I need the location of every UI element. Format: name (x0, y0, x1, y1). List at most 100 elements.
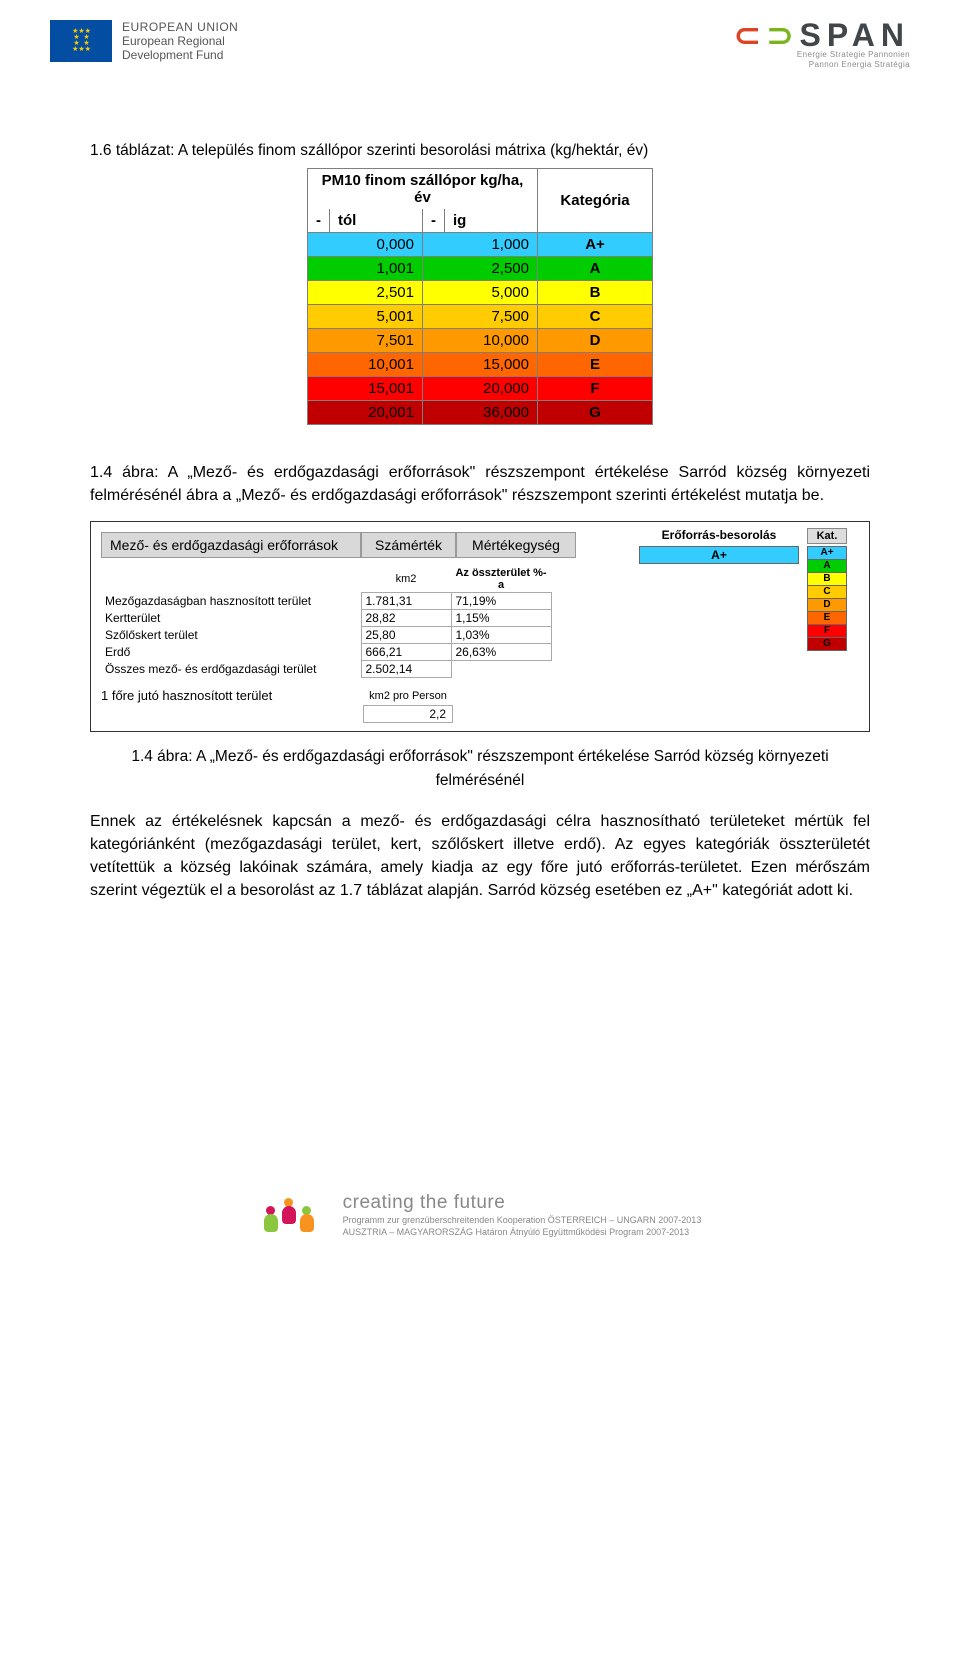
fig-cell-pct: 71,19% (451, 593, 551, 610)
table-row: 15,00120,000F (308, 377, 653, 401)
footer-line1: creating the future (343, 1192, 702, 1214)
cell-cat: A+ (538, 233, 653, 257)
category-table: PM10 finom szállópor kg/ha, év Kategória… (307, 168, 653, 425)
fig-row: Összes mező- és erdőgazdasági terület2.5… (101, 661, 551, 678)
cell-to: 36,000 (423, 401, 538, 425)
fig-row: Mezőgazdaságban hasznosított terület1.78… (101, 593, 551, 610)
footer-line3: AUSZTRIA – MAGYARORSZÁG Határon Átnyúló … (343, 1226, 702, 1238)
cell-from: 15,001 (308, 377, 423, 401)
cell-from: 20,001 (308, 401, 423, 425)
fig-cell-label: Szőlőskert terület (101, 627, 361, 644)
figure-caption-b: felmérésénél (90, 770, 870, 792)
eu-text: EUROPEAN UNION European Regional Develop… (122, 20, 238, 62)
table-row: 7,50110,000D (308, 329, 653, 353)
fig-cell-label: Összes mező- és erdőgazdasági terület (101, 661, 361, 678)
cell-from: 2,501 (308, 281, 423, 305)
t1-sub-from: tól (330, 209, 423, 233)
rating-panel: Erőforrás-besorolás Kat. A+ A+ABCDEFG (639, 528, 859, 650)
table-row: 20,00136,000G (308, 401, 653, 425)
kat-cell: E (807, 611, 847, 625)
fig-foot-value: 2,2 (363, 705, 453, 723)
fig-unit-km2: km2 (361, 566, 451, 593)
kat-cell: D (807, 598, 847, 612)
span-sub2: Pannon Energia Stratégia (734, 60, 910, 70)
kat-cell: C (807, 585, 847, 599)
fig-title-main: Mező- és erdőgazdasági erőforrások (101, 532, 361, 558)
content: 1.6 táblázat: A település finom szállópo… (50, 100, 910, 932)
table-row: 0,0001,000A+ (308, 233, 653, 257)
kat-cell: F (807, 624, 847, 638)
cell-to: 5,000 (423, 281, 538, 305)
cell-cat: E (538, 353, 653, 377)
kat-header: Kat. (807, 528, 847, 544)
fig-cell-num: 2.502,14 (361, 661, 451, 678)
footer-text: creating the future Programm zur grenzüb… (343, 1192, 702, 1238)
rating-value-box: A+ (639, 546, 799, 564)
cell-from: 5,001 (308, 305, 423, 329)
fig-row: Kertterület28,821,15% (101, 610, 551, 627)
t1-sub-to: ig (445, 209, 538, 233)
footer-line2: Programm zur grenzüberschreitenden Koope… (343, 1214, 702, 1226)
eu-flag-icon: ★ ★ ★★ ★★ ★★ ★ ★ (50, 20, 112, 62)
fig-foot-unit: km2 pro Person (363, 689, 453, 703)
t1-head-main: PM10 finom szállópor kg/ha, év (308, 169, 538, 210)
fig-cell-pct: 1,15% (451, 610, 551, 627)
t1-sub-dash2: - (423, 209, 445, 233)
paragraph-2: Ennek az értékelésnek kapcsán a mező- és… (90, 810, 870, 902)
page-header: ★ ★ ★★ ★★ ★★ ★ ★ EUROPEAN UNION European… (50, 20, 910, 100)
paragraph-1: 1.4 ábra: A „Mező- és erdőgazdasági erőf… (90, 461, 870, 507)
cell-cat: C (538, 305, 653, 329)
cell-to: 2,500 (423, 257, 538, 281)
cell-to: 10,000 (423, 329, 538, 353)
cell-cat: G (538, 401, 653, 425)
footer-logo-icon (259, 1192, 329, 1242)
eu-line1: EUROPEAN UNION (122, 20, 238, 34)
page: ★ ★ ★★ ★★ ★★ ★ ★ EUROPEAN UNION European… (0, 0, 960, 1272)
fig-cell-num: 666,21 (361, 644, 451, 661)
fig-title-unit: Mértékegység (456, 532, 576, 558)
rating-label: Erőforrás-besorolás (639, 528, 799, 542)
fig-pct-label: Az összterület %-a (451, 566, 551, 593)
table-row: 2,5015,000B (308, 281, 653, 305)
fig-cell-label: Mezőgazdaságban hasznosított terület (101, 593, 361, 610)
cell-cat: F (538, 377, 653, 401)
page-footer: creating the future Programm zur grenzüb… (50, 1192, 910, 1242)
cell-from: 10,001 (308, 353, 423, 377)
cell-cat: B (538, 281, 653, 305)
span-logo: ⊂⊃SPAN (734, 20, 910, 50)
table-row: 10,00115,000E (308, 353, 653, 377)
fig-cell-label: Erdő (101, 644, 361, 661)
kat-cell: G (807, 637, 847, 651)
fig-cell-pct: 26,63% (451, 644, 551, 661)
kat-cell: A+ (807, 546, 847, 560)
fig-cell-label: Kertterület (101, 610, 361, 627)
table1-caption: 1.6 táblázat: A település finom szállópo… (90, 140, 870, 162)
fig-cell-num: 25,80 (361, 627, 451, 644)
table-row: 1,0012,500A (308, 257, 653, 281)
fig-cell-pct: 1,03% (451, 627, 551, 644)
figure-box: Erőforrás-besorolás Kat. A+ A+ABCDEFG Me… (90, 521, 870, 732)
cell-to: 7,500 (423, 305, 538, 329)
fig-foot-label: 1 főre jutó hasznosított terület (101, 688, 859, 703)
figure-caption-a: 1.4 ábra: A „Mező- és erdőgazdasági erőf… (90, 746, 870, 768)
figure-footer: 1 főre jutó hasznosított terület km2 pro… (101, 688, 859, 725)
fig-cell-num: 28,82 (361, 610, 451, 627)
fig-cell-num: 1.781,31 (361, 593, 451, 610)
cell-to: 15,000 (423, 353, 538, 377)
eu-line2: European Regional (122, 34, 238, 48)
cell-from: 1,001 (308, 257, 423, 281)
cell-from: 7,501 (308, 329, 423, 353)
fig-row: Erdő666,2126,63% (101, 644, 551, 661)
kat-column: A+ABCDEFG (807, 546, 847, 650)
kat-cell: A (807, 559, 847, 573)
cell-cat: A (538, 257, 653, 281)
t1-head-cat: Kategória (538, 169, 653, 233)
eu-stars-icon: ★ ★ ★★ ★★ ★★ ★ ★ (72, 29, 90, 53)
cell-cat: D (538, 329, 653, 353)
cell-from: 0,000 (308, 233, 423, 257)
table-row: 5,0017,500C (308, 305, 653, 329)
t1-sub-dash1: - (308, 209, 330, 233)
cell-to: 1,000 (423, 233, 538, 257)
fig-title-num: Számérték (361, 532, 456, 558)
eu-block: ★ ★ ★★ ★★ ★★ ★ ★ EUROPEAN UNION European… (50, 20, 238, 62)
